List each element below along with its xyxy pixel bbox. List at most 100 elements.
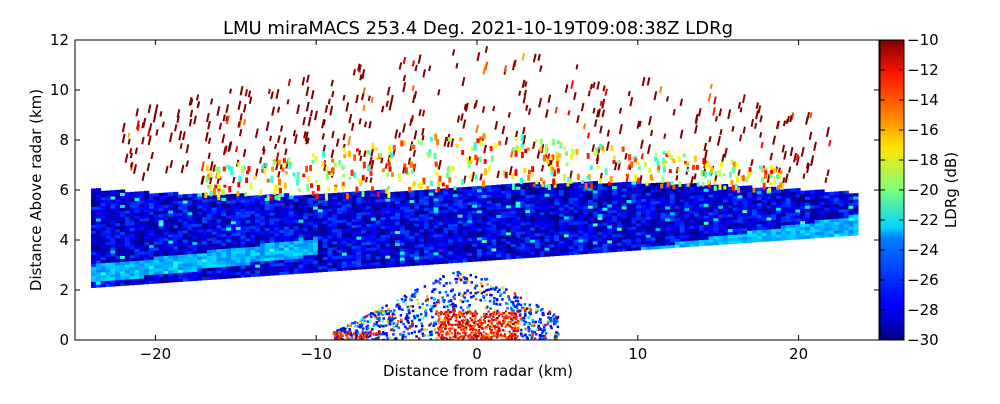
echo-cell (255, 252, 261, 256)
echo-cell (554, 237, 560, 242)
echo-cell (587, 217, 594, 221)
clutter-cell (363, 319, 366, 322)
echo-cell (631, 247, 637, 251)
echo-cell (655, 236, 661, 241)
speckle-mark (522, 134, 527, 146)
speckle-mark (124, 153, 129, 163)
clutter-cell (388, 336, 392, 340)
echo-cell (317, 250, 324, 255)
echo-cell (370, 193, 377, 197)
echo-cell (433, 245, 439, 250)
echo-cell (134, 230, 140, 234)
echo-cell (351, 203, 357, 207)
ice-cell (541, 183, 545, 188)
echo-cell (505, 231, 512, 236)
echo-cell (843, 229, 849, 234)
echo-cell (496, 244, 502, 249)
echo-cell (230, 274, 237, 279)
echo-cell (462, 222, 468, 227)
echo-cell (428, 207, 434, 211)
echo-cell (578, 239, 584, 243)
echo-cell (457, 223, 463, 227)
echo-cell (134, 242, 140, 246)
echo-cell (631, 193, 637, 197)
echo-cell (356, 221, 362, 225)
echo-cell (660, 206, 666, 210)
echo-cell (496, 238, 502, 243)
echo-cell (139, 227, 145, 231)
echo-cell (626, 202, 632, 207)
echo-cell (723, 232, 729, 236)
echo-cell (221, 218, 227, 222)
echo-cell (269, 272, 275, 276)
echo-cell (698, 239, 705, 244)
echo-cell (163, 222, 169, 226)
echo-cell (742, 194, 748, 199)
echo-cell (370, 220, 377, 224)
echo-cell (356, 230, 362, 234)
echo-cell (332, 198, 338, 203)
echo-cell (394, 263, 401, 268)
ice-cell (266, 195, 270, 201)
echo-cell (279, 271, 285, 275)
echo-cell (520, 218, 526, 223)
echo-cell (375, 213, 381, 218)
echo-cell (597, 183, 603, 188)
echo-cell (380, 234, 386, 239)
echo-cell (612, 203, 618, 208)
echo-cell (756, 232, 763, 237)
echo-cell (602, 237, 608, 241)
echo-cell (621, 224, 627, 228)
ice-cell (564, 151, 568, 156)
echo-cell (848, 220, 854, 224)
speckle-mark (129, 148, 133, 154)
speckle-mark (592, 81, 596, 89)
echo-cell (341, 216, 348, 220)
ice-cell (341, 173, 345, 178)
ice-cell (544, 148, 548, 155)
clutter-cell (530, 330, 534, 333)
echo-cell (452, 211, 459, 216)
echo-cell (708, 188, 714, 192)
echo-cell (288, 270, 295, 275)
echo-cell (718, 238, 724, 242)
echo-cell (848, 202, 854, 206)
echo-cell (202, 198, 208, 203)
ice-cell (524, 148, 528, 154)
speckle-mark (274, 143, 278, 150)
echo-cell (713, 208, 719, 213)
echo-cell (274, 214, 280, 219)
clutter-cell (447, 308, 450, 312)
speckle-mark (169, 159, 174, 169)
echo-cell (819, 192, 825, 196)
echo-cell (645, 210, 652, 214)
echo-cell (587, 226, 594, 230)
clutter-cell (406, 327, 409, 331)
echo-cell (366, 262, 372, 266)
ice-cell (552, 178, 556, 186)
echo-cell (578, 224, 584, 228)
speckle-mark (494, 121, 499, 130)
echo-cell (626, 241, 632, 246)
echo-cell (636, 232, 642, 236)
echo-cell (819, 222, 825, 226)
ice-cell (403, 163, 407, 168)
ice-cell (763, 174, 767, 179)
echo-cell (843, 220, 849, 225)
echo-cell (105, 271, 111, 275)
echo-cell (737, 207, 743, 211)
echo-cell (105, 238, 111, 242)
ice-cell (362, 161, 366, 169)
echo-cell (390, 218, 396, 223)
ice-cell (388, 145, 392, 152)
echo-cell (230, 232, 237, 237)
echo-cell (462, 192, 468, 197)
echo-cell (259, 245, 266, 250)
speckle-mark (330, 79, 334, 87)
echo-cell (539, 250, 545, 255)
echo-cell (838, 197, 845, 201)
echo-cell (742, 212, 748, 217)
speckle-mark (370, 97, 374, 103)
echo-cell (679, 199, 685, 203)
echo-cell (100, 256, 106, 261)
